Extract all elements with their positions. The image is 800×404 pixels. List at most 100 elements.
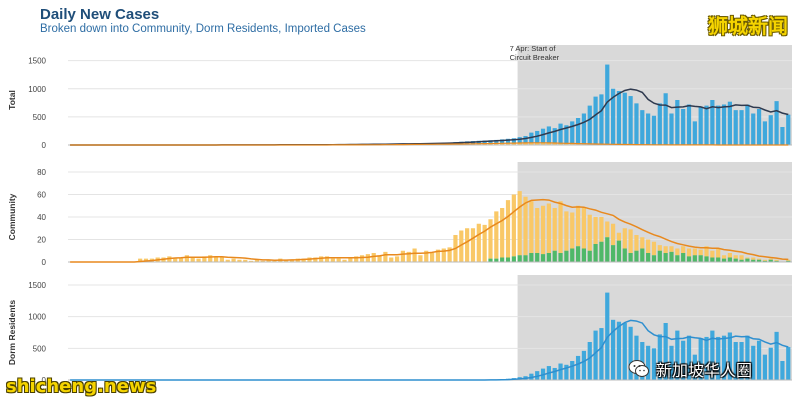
bar-dorm xyxy=(663,323,668,380)
bar-community xyxy=(552,208,557,251)
bar-community xyxy=(231,258,236,262)
bar-community-green xyxy=(552,250,557,262)
bar-community xyxy=(628,229,633,253)
bar-community xyxy=(523,196,528,256)
bar-total xyxy=(470,141,476,145)
moving-average-line-imported xyxy=(70,142,789,146)
bar-community xyxy=(634,235,639,251)
bar-total xyxy=(605,64,610,145)
bar-dorm xyxy=(721,335,727,380)
bar-dorm xyxy=(762,354,768,380)
bar-imported xyxy=(511,142,516,145)
bar-total xyxy=(686,104,692,145)
wechat-icon xyxy=(628,360,649,377)
bar-dorm xyxy=(570,361,575,380)
bar-imported xyxy=(529,142,534,145)
chart-panel-2: 0 500 1000 1500 Dorm Residents xyxy=(7,275,792,385)
y-tick-label: 1500 xyxy=(28,281,46,290)
bar-community xyxy=(593,217,598,244)
bar-community xyxy=(359,255,365,262)
bar-dorm xyxy=(698,338,703,380)
bar-imported xyxy=(505,142,511,145)
bar-imported xyxy=(540,143,546,145)
bar-total xyxy=(780,127,785,145)
bar-total xyxy=(745,104,750,145)
bar-dorm xyxy=(768,347,773,380)
y-axis-label: Total xyxy=(7,90,17,110)
y-tick-label: 40 xyxy=(37,213,46,222)
bar-community xyxy=(745,257,750,259)
bar-total xyxy=(616,91,622,145)
bar-total xyxy=(710,100,715,145)
bar-community-green xyxy=(774,260,779,262)
bar-total xyxy=(540,128,546,145)
bar-community-green xyxy=(535,253,540,262)
bar-community xyxy=(237,259,242,262)
bar-community xyxy=(418,255,423,262)
y-tick-label: 500 xyxy=(33,113,47,122)
y-tick-label: 500 xyxy=(33,344,47,353)
bar-community-green xyxy=(640,248,645,262)
bar-community xyxy=(774,259,779,261)
y-tick-label: 1500 xyxy=(28,57,46,66)
y-tick-label: 0 xyxy=(42,141,47,150)
bar-community-green xyxy=(581,248,587,262)
brand-watermark-bottom: shicheng.news xyxy=(6,376,157,397)
bar-community xyxy=(435,249,441,262)
bar-community xyxy=(587,214,592,251)
bar-dorm xyxy=(564,364,569,380)
bar-total xyxy=(634,103,639,145)
bar-community xyxy=(249,260,254,262)
bar-dorm xyxy=(780,361,785,380)
moving-average-line-community xyxy=(70,198,789,263)
bar-community xyxy=(400,250,406,262)
bar-total xyxy=(640,110,645,145)
bar-total xyxy=(657,103,662,145)
bar-community xyxy=(406,251,411,262)
bar-dorm xyxy=(686,335,692,380)
bar-total xyxy=(733,110,738,145)
y-axis-label: Dorm Residents xyxy=(7,300,17,365)
bar-community xyxy=(213,256,219,262)
bar-dorm xyxy=(774,331,779,380)
bar-community-green xyxy=(494,258,499,262)
bar-total xyxy=(727,101,732,145)
bar-imported xyxy=(517,142,522,145)
bar-dorm xyxy=(646,345,651,380)
bar-dorm xyxy=(599,328,604,380)
bar-community-green xyxy=(570,248,575,262)
bar-community xyxy=(622,228,627,249)
bar-community-green xyxy=(593,244,598,262)
bar-total xyxy=(756,109,762,145)
bar-community xyxy=(354,256,359,262)
y-tick-label: 80 xyxy=(37,168,46,177)
bar-community xyxy=(581,208,587,249)
bar-community xyxy=(681,246,686,253)
bar-community xyxy=(424,250,429,262)
bar-total xyxy=(739,110,744,145)
bar-community xyxy=(651,241,657,256)
bar-community xyxy=(698,249,703,256)
bar-dorm xyxy=(739,342,744,380)
bar-community xyxy=(646,239,651,253)
bar-total xyxy=(698,106,703,145)
bar-total xyxy=(704,105,709,145)
bar-total xyxy=(511,138,516,145)
y-tick-label: 1000 xyxy=(28,313,46,322)
bar-total xyxy=(465,141,470,145)
bar-dorm xyxy=(727,332,732,380)
bar-total xyxy=(692,121,697,145)
bar-community xyxy=(564,211,569,251)
bar-community xyxy=(289,259,295,262)
bar-community xyxy=(535,208,540,253)
bar-imported xyxy=(558,143,563,145)
bar-community xyxy=(558,201,563,253)
bar-dorm xyxy=(581,350,587,380)
bar-community-green xyxy=(575,246,581,262)
bar-community-green xyxy=(564,250,569,262)
bar-total xyxy=(669,113,674,145)
bar-community-green xyxy=(587,250,592,262)
bar-community-green xyxy=(651,255,657,262)
bar-community-green xyxy=(628,253,633,262)
bar-community xyxy=(470,228,476,262)
